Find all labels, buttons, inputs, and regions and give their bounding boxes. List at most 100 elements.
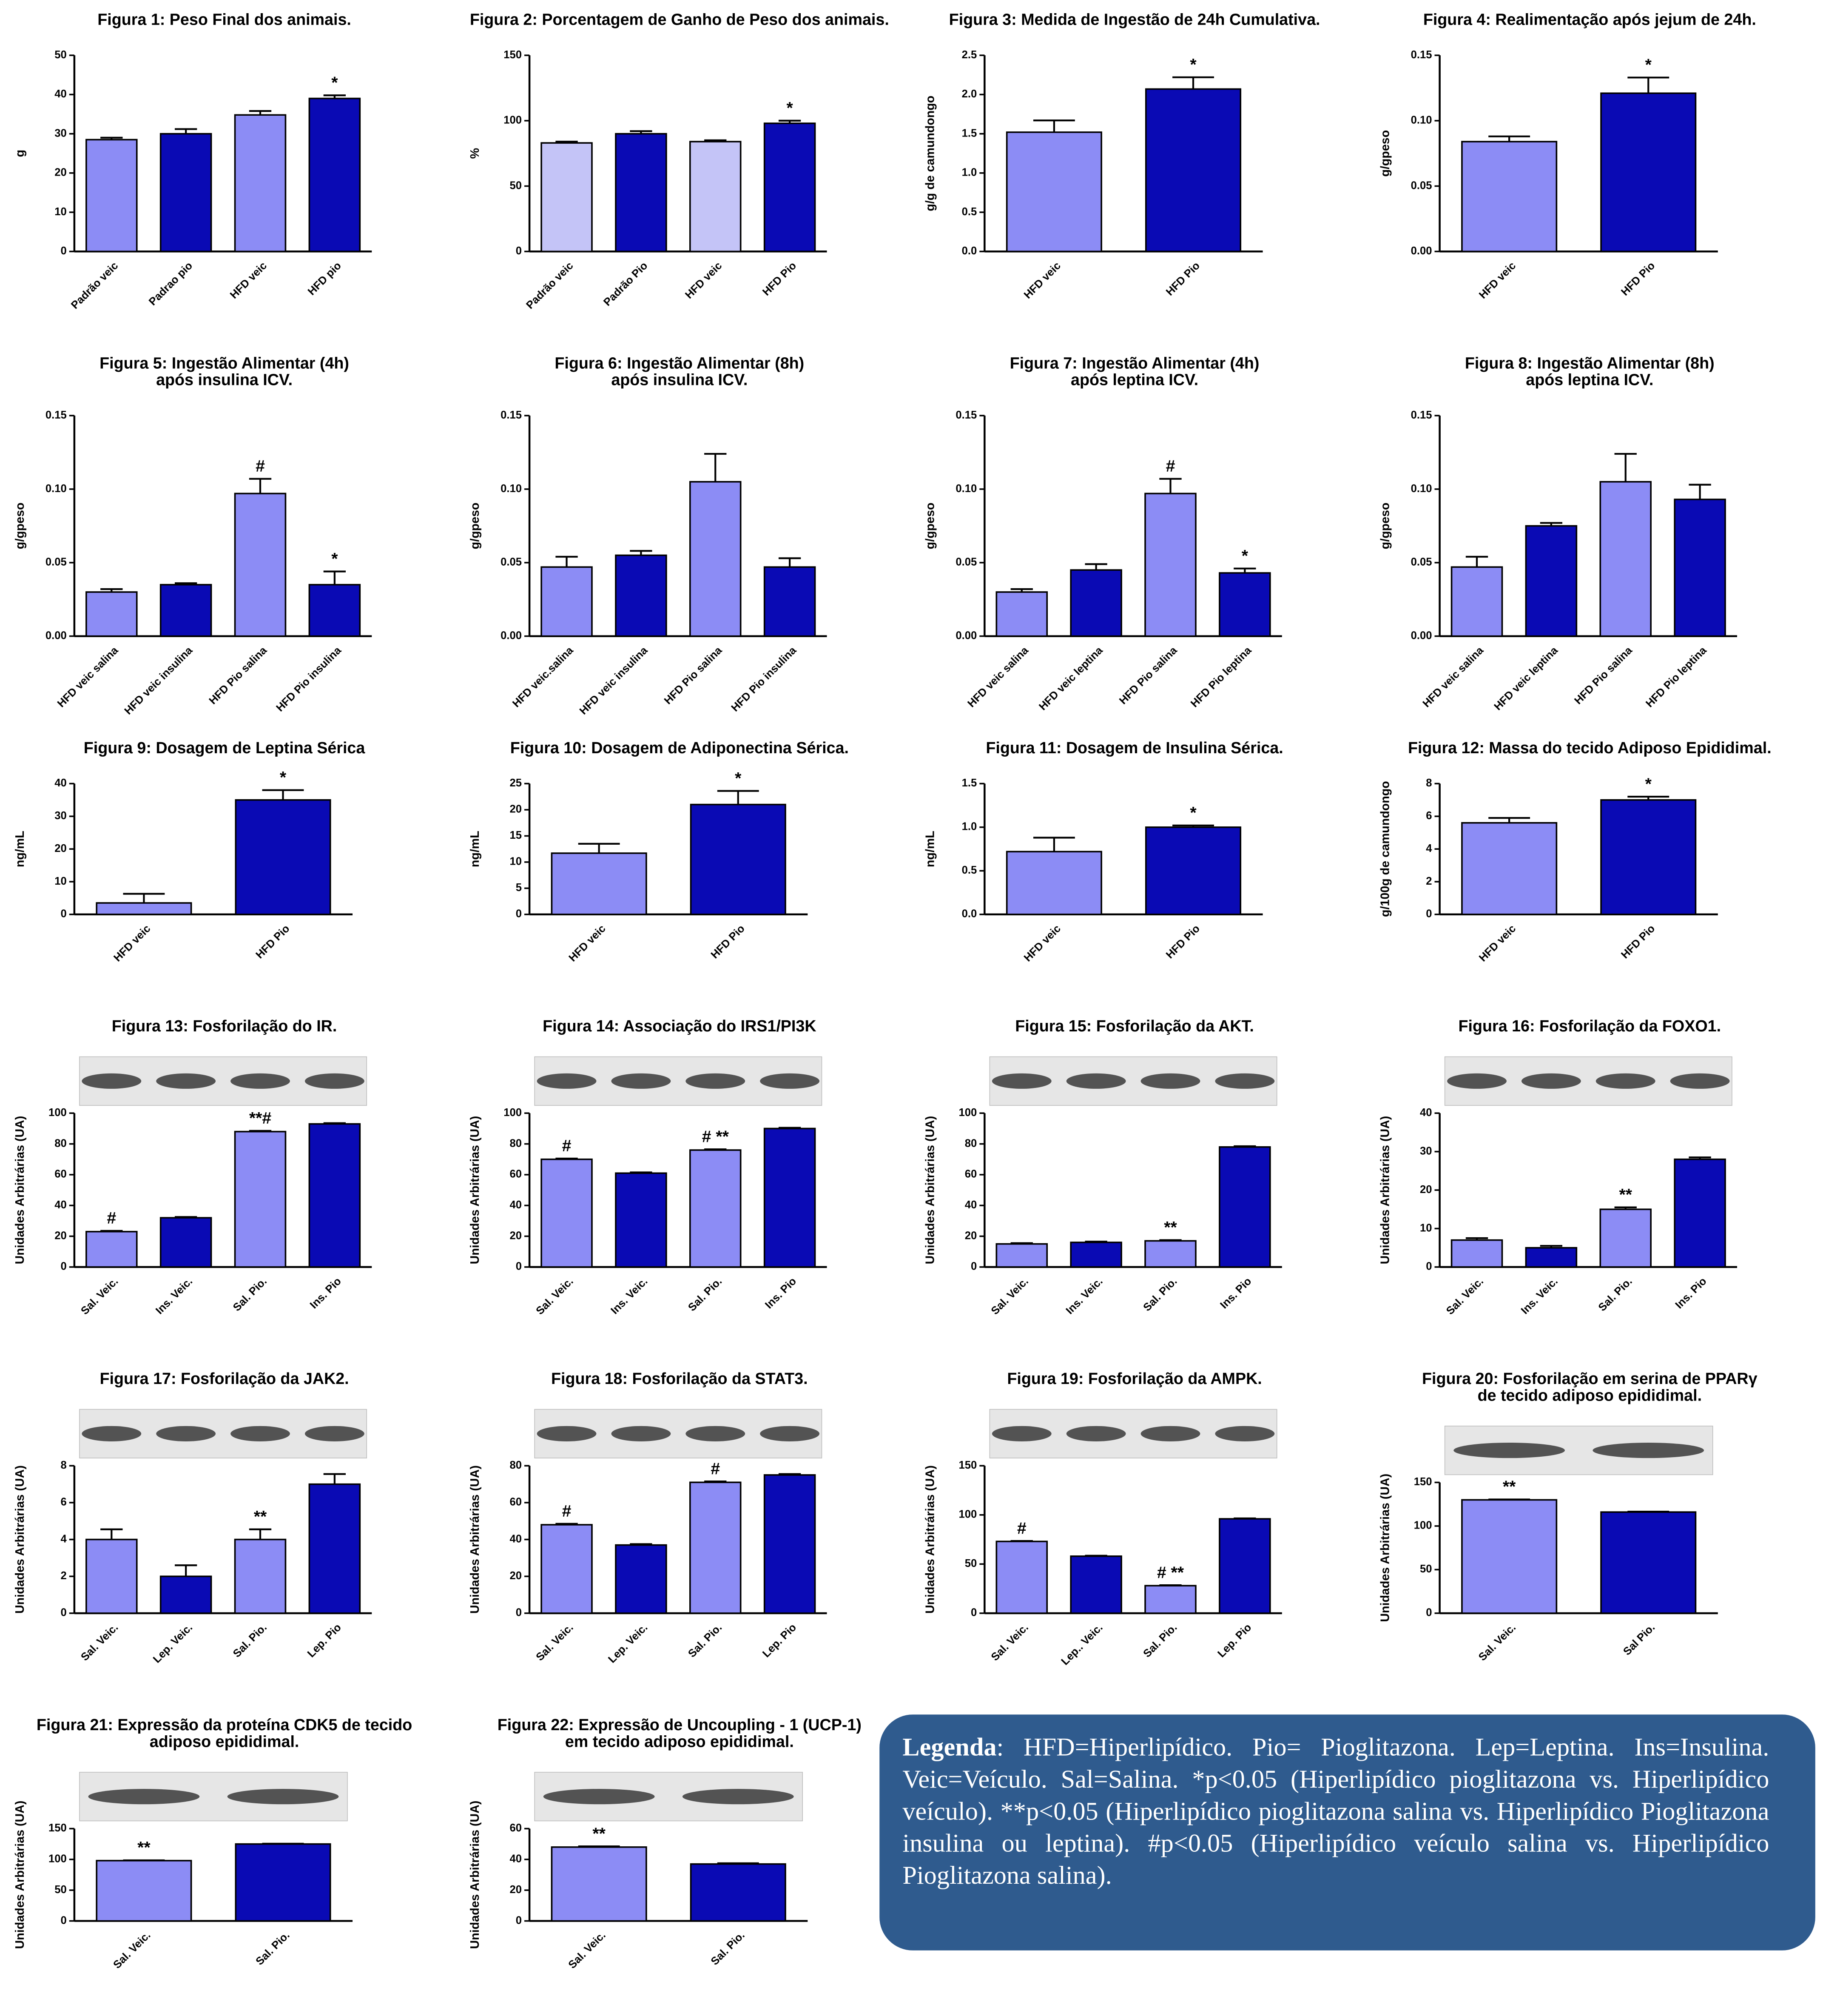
error-bar	[324, 572, 346, 585]
bar	[1462, 1500, 1556, 1613]
chart-title: Figura 7: Ingestão Alimentar (4h)	[1010, 354, 1260, 372]
y-axis-label: g/gpeso	[1379, 503, 1392, 550]
x-tick-label: HFD Pio salina	[662, 644, 725, 707]
y-tick-label: 6	[1426, 810, 1432, 822]
bar	[541, 143, 592, 251]
y-tick-label: 40	[965, 1199, 977, 1211]
bar	[1071, 1242, 1121, 1267]
blot-band	[156, 1426, 216, 1441]
bar	[691, 805, 785, 914]
significance-marker: *	[786, 99, 793, 117]
chart-panel: Figura 1: Peso Final dos animais.0102030…	[13, 11, 372, 312]
chart-panel: Figura 19: Fosforilação da AMPK.05010015…	[923, 1370, 1282, 1667]
bar	[1071, 1556, 1121, 1613]
y-tick-label: 0	[516, 908, 522, 920]
significance-marker: *	[1645, 56, 1652, 74]
x-tick-label: HFD Pio	[760, 260, 799, 298]
significance-marker: #	[562, 1137, 572, 1155]
y-axis-label: g/gpeso	[13, 503, 27, 550]
y-tick-label: 0	[516, 1914, 522, 1926]
blot-band	[760, 1073, 819, 1089]
x-tick-label: HFD pio	[306, 260, 344, 298]
bar	[161, 585, 211, 636]
chart-title: Figura 13: Fosforilação do IR.	[112, 1017, 337, 1035]
error-bar	[1689, 485, 1711, 500]
chart-title: Figura 12: Massa do tecido Adiposo Epidi…	[1408, 739, 1772, 757]
y-tick-label: 0	[516, 1261, 522, 1273]
x-tick-label: HFD veic	[683, 260, 724, 301]
blot-band	[88, 1789, 200, 1804]
x-tick-label: Sal. Pio.	[1596, 1275, 1635, 1313]
y-tick-label: 0.0	[962, 245, 977, 257]
y-tick-label: 0.15	[501, 409, 522, 421]
error-bar	[779, 558, 801, 567]
y-tick-label: 0.15	[1411, 409, 1432, 421]
error-bar	[717, 1863, 759, 1864]
x-tick-label: Sal. Veic.	[1476, 1621, 1518, 1663]
bar	[690, 1150, 741, 1267]
y-axis-label: Unidades Arbitrárias (UA)	[1379, 1474, 1392, 1622]
significance-marker: *	[735, 769, 742, 788]
bar	[690, 142, 741, 251]
bar	[1145, 493, 1196, 636]
y-tick-label: 20	[510, 1884, 522, 1896]
significance-marker: #	[711, 1460, 720, 1478]
chart-title: Figura 22: Expressão de Uncoupling - 1 (…	[498, 1716, 862, 1734]
bar	[1600, 482, 1651, 636]
y-tick-label: 100	[503, 114, 522, 126]
y-tick-label: 15	[510, 829, 522, 841]
error-bar	[1488, 137, 1530, 142]
x-tick-label: Sal. Pio.	[231, 1275, 269, 1313]
bar	[1220, 1147, 1270, 1267]
chart-title: Figura 4: Realimentação após jejum de 24…	[1423, 11, 1756, 28]
y-tick-label: 0.10	[501, 483, 522, 495]
bar	[1600, 1209, 1651, 1267]
significance-marker: #	[1166, 457, 1175, 476]
y-tick-label: 0	[971, 1607, 977, 1619]
blot-band	[1447, 1073, 1507, 1089]
significance-marker: **	[137, 1839, 151, 1857]
y-tick-label: 0	[61, 245, 67, 257]
y-tick-label: 0.05	[1411, 179, 1432, 191]
x-tick-label: Lep. Pio	[760, 1621, 799, 1660]
blot-band	[228, 1789, 339, 1804]
error-bar	[1033, 838, 1075, 852]
y-tick-label: 0.00	[1411, 245, 1432, 257]
blot-band	[760, 1426, 819, 1441]
y-axis-label: g/g de camundongo	[923, 96, 937, 211]
y-tick-label: 2	[1426, 875, 1432, 887]
y-tick-label: 0.10	[1411, 114, 1432, 126]
chart-title: Figura 11: Dosagem de Insulina Sérica.	[986, 739, 1283, 757]
bar	[1220, 1519, 1270, 1613]
chart-title: Figura 20: Fosforilação em serina de PPA…	[1422, 1370, 1758, 1387]
legend-text: : HFD=Hiperlipídico. Pio= Pioglitazona. …	[902, 1734, 1769, 1890]
bar	[616, 555, 666, 636]
blot-band	[685, 1426, 745, 1441]
x-tick-label: Sal. Pio.	[686, 1275, 724, 1313]
y-tick-label: 0	[971, 1261, 977, 1273]
blot-band	[82, 1426, 141, 1441]
x-tick-label: Sal. Veic.	[79, 1275, 120, 1317]
y-tick-label: 80	[54, 1137, 67, 1149]
bar	[1007, 851, 1101, 914]
blot-band	[305, 1073, 364, 1089]
y-tick-label: 0	[61, 1607, 67, 1619]
y-tick-label: 60	[510, 1168, 522, 1180]
bar	[235, 1540, 286, 1613]
blot-band	[1596, 1073, 1655, 1089]
y-tick-label: 0.5	[962, 864, 977, 876]
x-tick-label: HFD Pio	[1164, 260, 1202, 298]
y-tick-label: 150	[48, 1822, 67, 1834]
blot-band	[1066, 1426, 1126, 1441]
y-tick-label: 40	[54, 1199, 67, 1211]
x-tick-label: Ins. Veic.	[1064, 1275, 1105, 1316]
error-bar	[630, 1172, 652, 1173]
y-axis-label: g/gpeso	[1379, 130, 1392, 177]
error-bar	[123, 894, 165, 903]
x-tick-label: HFD Pio leptina	[1189, 644, 1254, 710]
y-tick-label: 0	[1426, 908, 1432, 920]
chart-title: adiposo epididimal.	[150, 1732, 299, 1750]
y-tick-label: 8	[1426, 777, 1432, 789]
chart-title: Figura 8: Ingestão Alimentar (8h)	[1465, 354, 1715, 372]
x-tick-label: HFD Pio salina	[207, 644, 269, 707]
